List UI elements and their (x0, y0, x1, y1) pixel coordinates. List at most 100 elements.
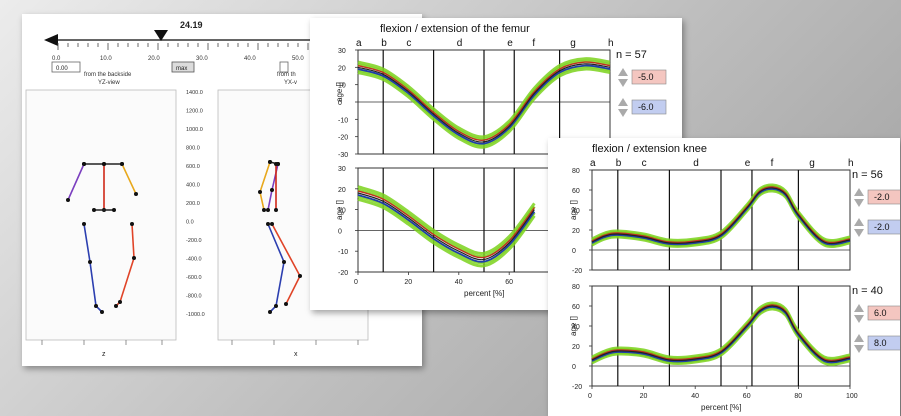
skeleton-joint (274, 304, 278, 308)
skeleton-joint (100, 310, 104, 314)
spin-down-icon[interactable] (854, 315, 864, 323)
n-count-label: n = 57 (616, 49, 647, 61)
y-tick-label: 20 (572, 344, 580, 351)
y-axis-label: age [] (569, 200, 578, 220)
spin-down-icon[interactable] (854, 345, 864, 353)
spin-up-icon[interactable] (618, 98, 628, 106)
view-y-tick-label: -1000.0 (186, 312, 205, 318)
view-title: from th (277, 72, 296, 78)
skeleton-leg-front (267, 223, 285, 313)
skeleton-joint (82, 162, 86, 166)
x-tick-label: 0 (588, 393, 592, 400)
offset-value-field[interactable] (631, 99, 667, 115)
series-line-blue (357, 64, 611, 145)
view-y-tick-label: 0.0 (186, 220, 194, 226)
y-tick-label: 20 (338, 187, 346, 194)
y-tick-label: -20 (572, 384, 582, 391)
yz-axis-label: z (102, 351, 106, 358)
y-tick-label: 40 (572, 324, 580, 331)
skeleton-joint (120, 162, 124, 166)
skeleton-joint (92, 208, 96, 212)
spin-down-icon[interactable] (618, 109, 628, 117)
series-line-mean (591, 305, 851, 363)
offset-value-field[interactable] (867, 335, 900, 351)
knee-flexion-chart: flexion / extension knee a b c d e f g h 80 60 40 20… (569, 143, 900, 412)
yz-view-frame (25, 89, 177, 341)
phase-label: c (406, 38, 411, 49)
series-line-mean (357, 192, 535, 261)
offset-value: 8.0 (874, 338, 887, 348)
y-axis-label: age [] (335, 200, 344, 220)
spin-down-icon[interactable] (618, 79, 628, 87)
series-band-line (357, 188, 536, 259)
phase-label: h (608, 38, 614, 49)
skeleton-joint (270, 188, 274, 192)
chart-title: flexion / extension knee (592, 143, 707, 155)
slider-min-field[interactable] (51, 61, 81, 73)
y-tick-label: 0 (572, 364, 576, 371)
y-tick-label: -10 (338, 117, 348, 124)
series-band-line (357, 59, 611, 141)
y-axis-label: age [] (335, 82, 344, 102)
phase-label: c (642, 158, 647, 169)
skeleton-joint (94, 304, 98, 308)
y-tick-label: 40 (572, 208, 580, 215)
series-band-line (357, 197, 536, 268)
y-tick-label: -10 (338, 249, 348, 256)
offset-value-field[interactable] (631, 69, 667, 85)
slider-left-arrow-icon[interactable] (44, 34, 58, 46)
series-band-line (591, 183, 851, 242)
offset-value-field[interactable] (867, 305, 900, 321)
slider-value: 24.19 (180, 20, 203, 30)
spin-up-icon[interactable] (854, 304, 864, 312)
y-tick-label: 20 (572, 228, 580, 235)
skeleton-joint (270, 222, 274, 226)
view-y-tick-label: -200.0 (186, 238, 202, 244)
y-tick-label: 60 (572, 304, 580, 311)
spin-down-icon[interactable] (854, 229, 864, 237)
spin-up-icon[interactable] (854, 334, 864, 342)
spin-down-icon[interactable] (854, 199, 864, 207)
view-y-tick-label: 1000.0 (186, 127, 203, 133)
slider-min-value: 0.00 (56, 66, 68, 72)
x-tick-label: 80 (794, 393, 802, 400)
spin-up-icon[interactable] (854, 188, 864, 196)
slider-max-button[interactable] (171, 61, 195, 73)
spin-up-icon[interactable] (618, 68, 628, 76)
slider-tick-label: 30.0 (196, 56, 208, 62)
slider-thumb[interactable] (154, 30, 168, 41)
skeleton-joint (268, 160, 272, 164)
skeleton-joint (268, 310, 272, 314)
y-tick-label: 0 (572, 248, 576, 255)
phase-label: a (356, 38, 362, 49)
view-title: from the backside (84, 72, 132, 78)
y-tick-label: 0 (338, 228, 342, 235)
skeleton-joint (134, 192, 138, 196)
phase-label: f (771, 158, 774, 169)
offset-value: 6.0 (874, 308, 887, 318)
x-axis-label: percent [%] (464, 289, 504, 298)
skeleton-joint (88, 260, 92, 264)
x-tick-label: 100 (846, 393, 858, 400)
offset-value: -2.0 (874, 192, 890, 202)
offset-value: -5.0 (638, 72, 654, 82)
phase-label: g (809, 158, 815, 169)
x-tick-label: 20 (640, 393, 648, 400)
offset-value-field[interactable] (867, 189, 900, 205)
offset-value-field[interactable] (867, 219, 900, 235)
slider-max-label: max (176, 66, 187, 72)
y-tick-label: -20 (572, 268, 582, 275)
spin-up-icon[interactable] (854, 218, 864, 226)
phase-label: f (532, 38, 535, 49)
phase-label: d (693, 158, 699, 169)
view-y-tick-label: 400.0 (186, 183, 200, 189)
skeleton-joint (132, 256, 136, 260)
slider-extra-field[interactable] (279, 61, 289, 73)
y-tick-label: -20 (338, 135, 348, 142)
skeleton-joint (298, 274, 302, 278)
skeleton-joint (282, 260, 286, 264)
skeleton-joint (114, 304, 118, 308)
skeleton-right-arm (121, 163, 137, 195)
view-y-tick-label: 1400.0 (186, 90, 203, 96)
skeleton-joint (274, 162, 278, 166)
